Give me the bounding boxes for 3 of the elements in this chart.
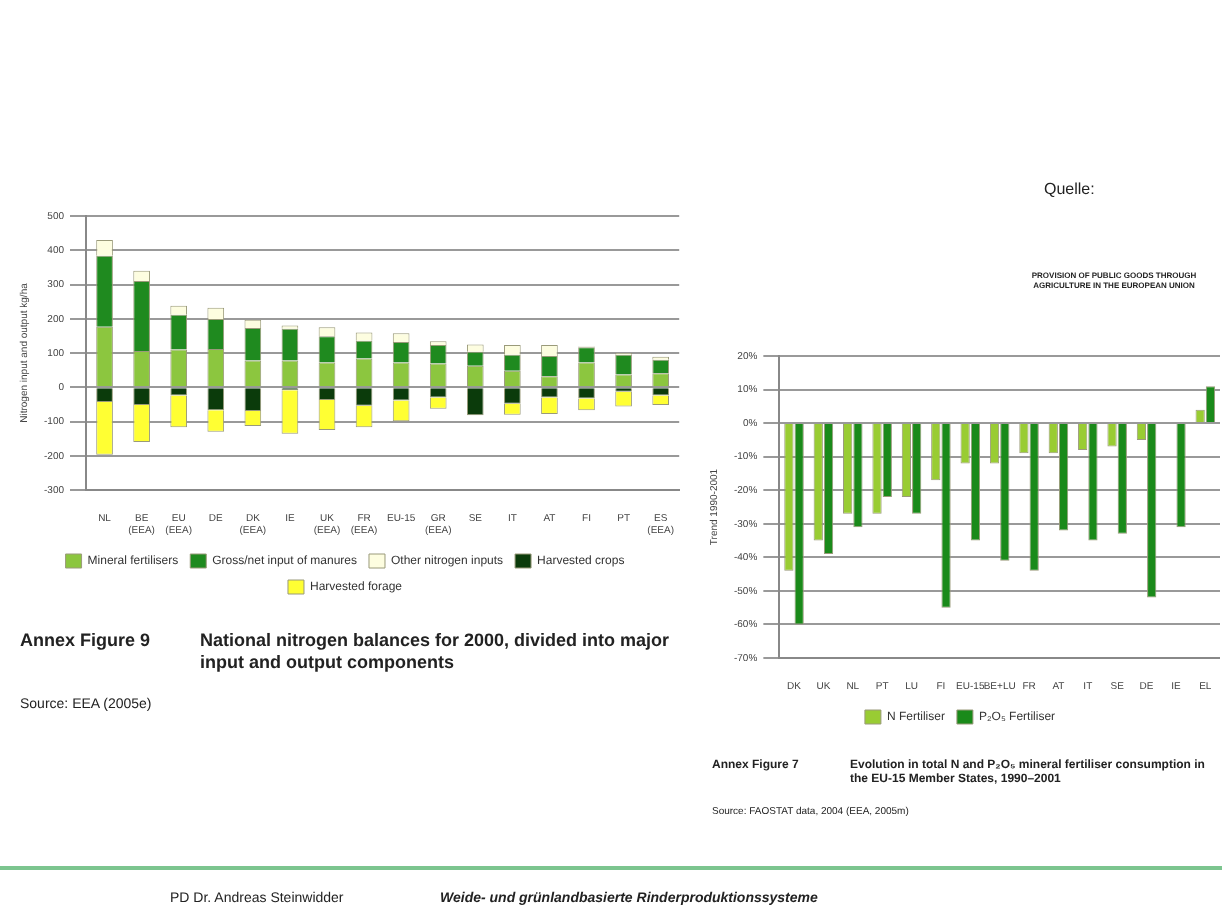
text: Annex Figure 9	[20, 630, 153, 652]
text: National nitrogen balances for 2000, divided into major input and output components	[200, 630, 672, 674]
source-note: Quelle:	[1044, 180, 1097, 200]
